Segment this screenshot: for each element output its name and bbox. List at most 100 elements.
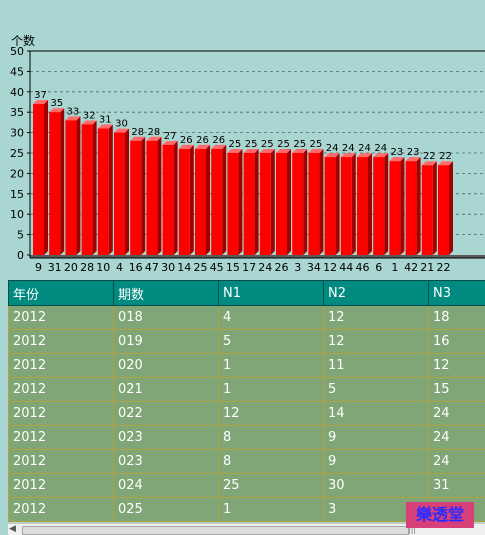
table-cell: 5 (219, 330, 324, 354)
x-tick-label: 34 (307, 261, 321, 274)
bar-side (417, 157, 421, 255)
bar (211, 149, 222, 255)
data-label: 25 (229, 139, 242, 150)
data-label: 35 (50, 98, 63, 109)
bar (325, 157, 336, 255)
table-cell: 12 (324, 330, 429, 354)
table-cell: 1 (219, 498, 324, 522)
scroll-left-arrow-icon[interactable]: ◀ (9, 524, 16, 535)
y-tick-label: 40 (10, 86, 24, 99)
y-tick-label: 30 (10, 127, 24, 140)
x-tick-label: 24 (258, 261, 272, 274)
table-cell: 31 (429, 474, 485, 498)
table-cell: 9 (324, 426, 429, 450)
bar (341, 157, 352, 255)
bar-side (368, 153, 372, 255)
bar-side (352, 153, 356, 255)
bar-side (190, 145, 194, 255)
bar-side (76, 116, 80, 255)
column-header[interactable]: 期数 (114, 281, 219, 306)
x-tick-label: 45 (210, 261, 224, 274)
bar-side (319, 149, 323, 255)
x-tick-label: 44 (339, 261, 353, 274)
table-cell: 024 (114, 474, 219, 498)
bar (114, 133, 125, 255)
bar (438, 165, 449, 255)
table-cell: 24 (429, 426, 485, 450)
bar-side (141, 137, 145, 255)
x-tick-label: 42 (404, 261, 418, 274)
bar-side (400, 157, 404, 255)
data-label: 23 (391, 147, 404, 158)
x-tick-label: 28 (80, 261, 94, 274)
table-cell: 30 (324, 474, 429, 498)
bar-side (44, 100, 48, 255)
table-cell: 022 (114, 402, 219, 426)
table-cell: 8 (219, 450, 324, 474)
bar (146, 141, 157, 255)
table-cell: 11 (324, 354, 429, 378)
table-cell: 018 (114, 306, 219, 330)
table-cell: 021 (114, 378, 219, 402)
column-header[interactable]: 年份 (9, 281, 114, 306)
table-cell: 2012 (9, 498, 114, 522)
bar (82, 124, 93, 255)
y-tick-label: 0 (17, 249, 24, 262)
x-tick-label: 21 (420, 261, 434, 274)
bar-side (449, 161, 453, 255)
y-tick-label: 45 (10, 65, 24, 78)
x-tick-label: 14 (177, 261, 191, 274)
table-cell: 9 (324, 450, 429, 474)
data-label: 25 (245, 139, 258, 150)
table-cell: 023 (114, 450, 219, 474)
bar (292, 153, 303, 255)
x-tick-label: 16 (129, 261, 143, 274)
x-tick-label: 25 (194, 261, 208, 274)
table-cell: 2012 (9, 474, 114, 498)
bar (422, 165, 433, 255)
bar-side (157, 137, 161, 255)
bar (130, 141, 141, 255)
data-label: 26 (196, 135, 209, 146)
bar-side (433, 161, 437, 255)
table-cell: 020 (114, 354, 219, 378)
chart-canvas: 0510152025303540455037935313320322831103… (0, 0, 485, 278)
data-label: 24 (374, 143, 387, 154)
bar-side (287, 149, 291, 255)
table-cell: 019 (114, 330, 219, 354)
data-label: 30 (115, 119, 128, 130)
y-tick-label: 15 (10, 188, 24, 201)
bar (65, 120, 76, 255)
x-tick-label: 9 (35, 261, 42, 274)
bar (98, 129, 109, 255)
data-label: 25 (277, 139, 290, 150)
data-label: 24 (326, 143, 339, 154)
table-cell: 18 (429, 306, 485, 330)
column-header[interactable]: N1 (219, 281, 324, 306)
column-header[interactable]: N3 (429, 281, 485, 306)
data-label: 28 (148, 127, 161, 138)
y-tick-label: 10 (10, 208, 24, 221)
bar-side (109, 125, 113, 255)
bar (260, 153, 271, 255)
table-cell: 12 (219, 402, 324, 426)
column-header[interactable]: N2 (324, 281, 429, 306)
data-label: 25 (310, 139, 323, 150)
x-tick-label: 46 (356, 261, 370, 274)
bar (406, 161, 417, 255)
data-label: 37 (34, 90, 47, 101)
y-tick-label: 35 (10, 106, 24, 119)
data-label: 25 (293, 139, 306, 150)
data-label: 28 (131, 127, 144, 138)
